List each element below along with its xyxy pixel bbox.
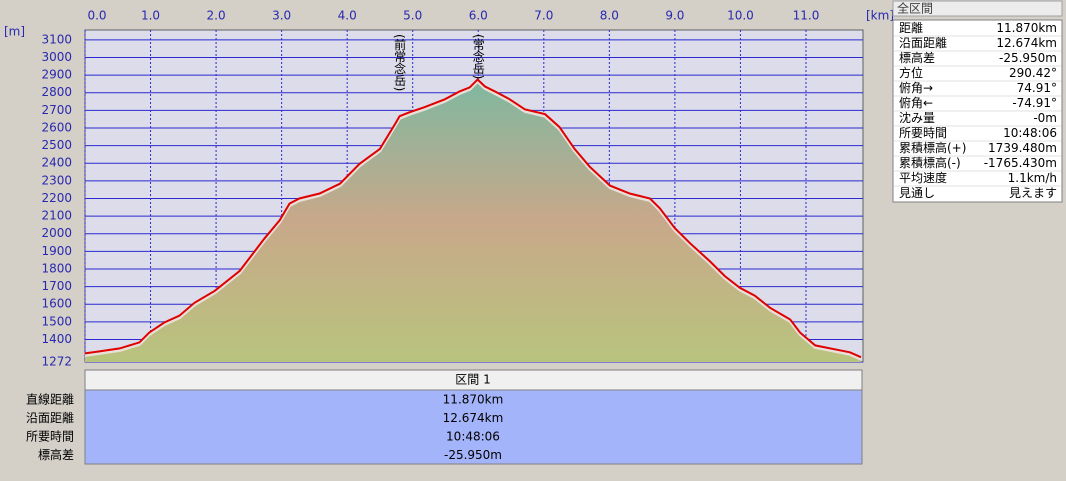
y-tick-label: 1500	[41, 314, 72, 328]
summary-value: 11.870km	[996, 21, 1057, 35]
summary-value: 12.674km	[996, 36, 1057, 50]
y-tick-label: 1400	[41, 332, 72, 346]
y-unit: [m]	[4, 25, 25, 39]
x-unit: [km]	[866, 9, 894, 23]
x-tick-label: 0.0	[87, 9, 106, 23]
summary-label: 平均速度	[899, 170, 947, 185]
summary-label: 累積標高(+)	[899, 140, 966, 155]
summary-label: 沿面距離	[899, 36, 947, 50]
y-tick-label: 3000	[41, 50, 72, 64]
row-label: 標高差	[38, 447, 74, 462]
x-tick-label: 5.0	[403, 9, 422, 23]
annotation: (前常念岳)	[393, 34, 407, 91]
summary-value: 見えます	[1009, 186, 1057, 200]
summary-value: 290.42°	[1009, 66, 1057, 80]
summary-value: 10:48:06	[1003, 126, 1057, 140]
x-tick-label: 4.0	[338, 9, 357, 23]
profile-line	[84, 78, 862, 359]
area-fill	[85, 79, 862, 362]
summary-value: -74.91°	[1012, 96, 1057, 110]
y-tick-label: 1900	[41, 244, 72, 258]
y-tick-label: 2800	[41, 85, 72, 99]
y-tick-label: 2500	[41, 138, 72, 152]
x-tick-label: 8.0	[600, 9, 619, 23]
panel-title: 全区間	[897, 1, 933, 16]
x-tick-label: 9.0	[665, 9, 684, 23]
summary-label: 方位	[899, 65, 923, 80]
y-tick-label: 2200	[41, 191, 72, 205]
summary-value: -0m	[1033, 111, 1057, 125]
y-tick-label: 1600	[41, 297, 72, 311]
x-tick-label: 3.0	[272, 9, 291, 23]
y-tick-label: 2600	[41, 120, 72, 134]
summary-label: 俯角←	[899, 95, 933, 110]
row-label: 所要時間	[26, 430, 74, 444]
row-value: 10:48:06	[446, 430, 500, 444]
annotation: (常念岳)	[471, 34, 485, 79]
summary-value: -1765.430m	[984, 156, 1057, 170]
x-tick-label: 6.0	[469, 9, 488, 23]
x-tick-label: 1.0	[141, 9, 160, 23]
x-tick-label: 10.0	[727, 9, 754, 23]
summary-value: 1.1km/h	[1008, 171, 1057, 185]
y-tick-label: 2100	[41, 209, 72, 223]
y-tick-label: 2700	[41, 103, 72, 117]
row-value: -25.950m	[444, 448, 502, 462]
row-value: 11.870km	[443, 393, 504, 407]
x-tick-label: 11.0	[793, 9, 820, 23]
table-body	[84, 389, 863, 465]
y-tick-label: 2400	[41, 156, 72, 170]
y-tick-label: 1272	[41, 355, 72, 369]
y-tick-label: 2900	[41, 68, 72, 82]
panel-title-box	[892, 0, 1063, 17]
summary-label: 俯角→	[899, 80, 933, 95]
row-value: 12.674km	[443, 411, 504, 425]
row-label: 沿面距離	[26, 411, 74, 425]
summary-label: 見通し	[899, 186, 935, 200]
x-tick-label: 7.0	[534, 9, 553, 23]
x-tick-label: 2.0	[207, 9, 226, 23]
y-tick-label: 2000	[41, 226, 72, 240]
row-label: 直線距離	[26, 392, 74, 407]
summary-label: 距離	[899, 21, 923, 35]
line-halo	[84, 79, 862, 361]
y-tick-label: 3100	[41, 32, 72, 46]
summary-label: 所要時間	[899, 126, 947, 140]
summary-value: 74.91°	[1017, 81, 1057, 95]
summary-label: 標高差	[899, 50, 935, 65]
y-tick-label: 1800	[41, 261, 72, 275]
table-header: 区間 1	[455, 373, 490, 387]
summary-value: -25.950m	[999, 51, 1057, 65]
y-tick-label: 1700	[41, 279, 72, 293]
summary-label: 累積標高(-)	[899, 155, 961, 170]
summary-label: 沈み量	[899, 110, 935, 125]
y-tick-label: 2300	[41, 173, 72, 187]
summary-value: 1739.480m	[988, 141, 1057, 155]
